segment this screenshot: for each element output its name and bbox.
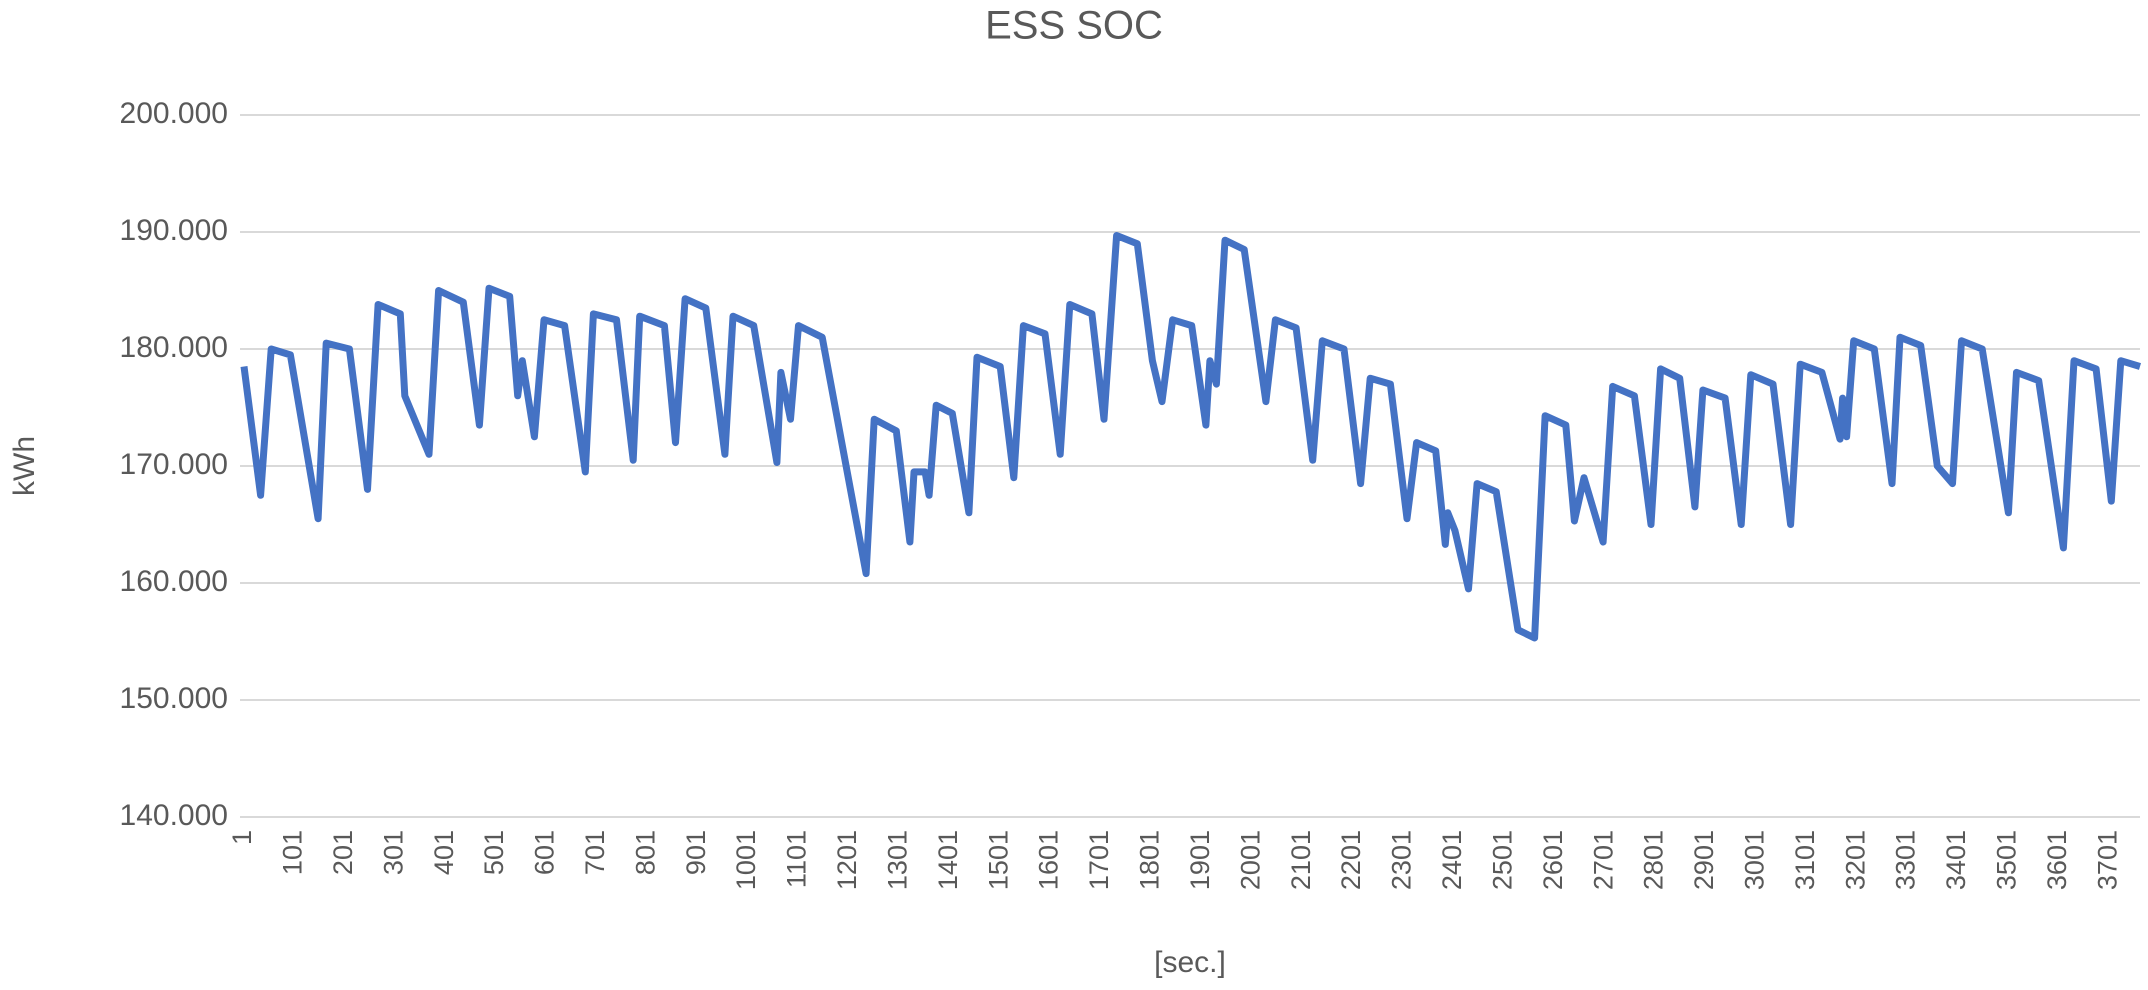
y-tick-label: 180.000 (120, 331, 228, 364)
y-tick-label: 160.000 (120, 565, 228, 598)
x-tick-label: 3401 (1941, 830, 1971, 890)
x-tick-label: 601 (530, 830, 560, 875)
x-tick-label: 1 (227, 830, 257, 845)
x-tick-label: 3301 (1891, 830, 1921, 890)
x-tick-label: 1101 (782, 830, 812, 888)
x-tick-label: 2201 (1336, 830, 1366, 890)
x-tick-label: 301 (378, 830, 408, 875)
x-tick-label: 801 (630, 830, 660, 875)
x-tick-label: 1801 (1135, 830, 1165, 890)
x-tick-label: 3601 (2042, 830, 2072, 890)
x-tick-label: 2701 (1588, 830, 1618, 890)
x-tick-label: 1901 (1185, 830, 1215, 890)
x-tick-label: 901 (681, 830, 711, 875)
x-tick-label: 3701 (2092, 830, 2122, 890)
chart-title: ESS SOC (985, 4, 1163, 48)
y-tick-label: 170.000 (120, 448, 228, 481)
x-tick-label: 2801 (1639, 830, 1669, 890)
x-tick-label: 3501 (1992, 830, 2022, 890)
x-tick-label: 1001 (731, 830, 761, 890)
x-tick-label: 1201 (832, 830, 862, 890)
x-tick-label: 3001 (1739, 830, 1769, 890)
x-tick-label: 1401 (933, 830, 963, 890)
x-tick-label: 401 (429, 830, 459, 875)
x-axis-label: [sec.] (1154, 946, 1226, 979)
y-tick-label: 200.000 (120, 97, 228, 130)
x-tick-label: 2101 (1286, 830, 1316, 890)
x-tick-label: 701 (580, 830, 610, 875)
x-tick-label: 1701 (1084, 830, 1114, 890)
x-tick-label: 2401 (1437, 830, 1467, 890)
y-axis-label: kWh (8, 436, 41, 496)
x-tick-label: 201 (328, 830, 358, 875)
x-tick-label: 101 (278, 830, 308, 875)
x-tick-label: 3201 (1840, 830, 1870, 890)
data-line (240, 232, 2142, 642)
y-tick-label: 140.000 (120, 799, 228, 832)
x-tick-label: 1301 (882, 830, 912, 890)
y-tick-label: 190.000 (120, 214, 228, 247)
x-tick-label: 2301 (1387, 830, 1417, 890)
x-tick-label: 501 (479, 830, 509, 875)
x-tick-label: 1501 (983, 830, 1013, 890)
x-tick-label: 2001 (1235, 830, 1265, 890)
y-tick-label: 150.000 (120, 682, 228, 715)
x-tick-label: 1601 (1034, 830, 1064, 890)
x-tick-label: 2501 (1487, 830, 1517, 890)
x-tick-label: 3101 (1790, 830, 1820, 890)
x-tick-label: 2601 (1538, 830, 1568, 890)
x-tick-label: 2901 (1689, 830, 1719, 890)
